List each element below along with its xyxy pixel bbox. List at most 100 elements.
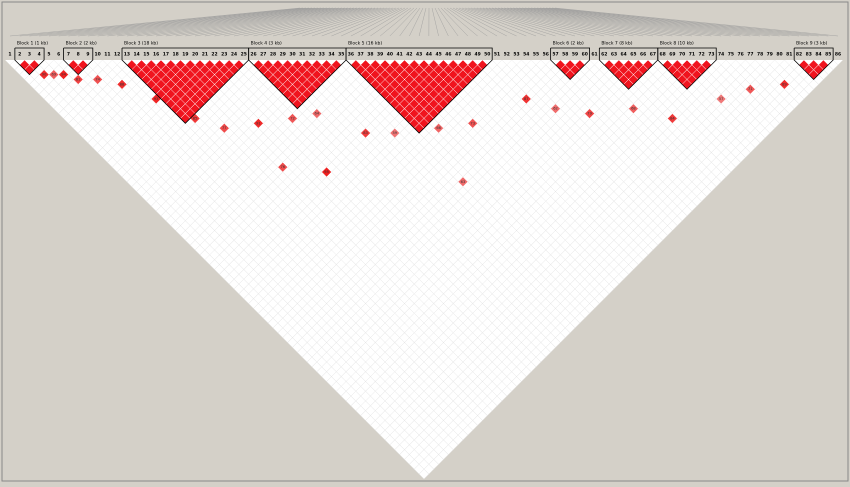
marker-number: 56	[543, 52, 549, 58]
marker-number: 50	[484, 52, 490, 58]
marker-number: 46	[445, 52, 451, 58]
ld-value: 93	[154, 97, 159, 101]
marker-number: 68	[660, 52, 666, 58]
marker-number: 18	[172, 52, 178, 58]
marker-number: 62	[601, 52, 607, 58]
marker-number: 29	[280, 52, 286, 58]
marker-number: 45	[435, 52, 441, 58]
marker-number: 83	[806, 52, 812, 58]
ld-value: 68	[631, 107, 636, 111]
marker-number: 75	[728, 52, 734, 58]
ld-value: 73	[470, 121, 475, 125]
marker-number: 38	[367, 52, 373, 58]
marker-number: 53	[513, 52, 519, 58]
marker-number: 42	[406, 52, 412, 58]
marker-number: 43	[416, 52, 422, 58]
marker-number: 8	[77, 52, 80, 58]
marker-number: 5	[47, 52, 50, 58]
ld-value: 57	[719, 97, 724, 101]
marker-number: 58	[562, 52, 568, 58]
marker-number: 47	[455, 52, 461, 58]
ld-value: 81	[76, 77, 81, 81]
marker-number: 74	[718, 52, 724, 58]
ld-value: 64	[315, 112, 320, 116]
marker-number: 30	[289, 52, 295, 58]
marker-number: 37	[358, 52, 364, 58]
block-label: Block 5 (16 kb)	[348, 41, 382, 47]
marker-number: 67	[650, 52, 656, 58]
ld-value: 71	[748, 87, 753, 91]
marker-number: 80	[776, 52, 782, 58]
marker-number: 76	[737, 52, 743, 58]
block-label: Block 7 (8 kb)	[601, 41, 632, 47]
marker-number: 81	[786, 52, 792, 58]
marker-number: 15	[143, 52, 149, 58]
marker-number: 69	[669, 52, 675, 58]
marker-number: 14	[134, 52, 140, 58]
marker-number: 17	[163, 52, 169, 58]
ld-value: 87	[524, 97, 529, 101]
marker-number: 4	[38, 52, 41, 58]
marker-number: 33	[319, 52, 325, 58]
marker-number: 60	[582, 52, 588, 58]
marker-number: 7	[67, 52, 70, 58]
marker-number: 72	[698, 52, 704, 58]
marker-number: 41	[397, 52, 403, 58]
block-label: Block 2 (2 kb)	[66, 41, 97, 47]
ld-value: 83	[363, 131, 368, 135]
block-label: Block 6 (2 kb)	[553, 41, 584, 47]
marker-number: 10	[95, 52, 101, 58]
marker-number: 11	[104, 52, 110, 58]
marker-number: 3	[28, 52, 31, 58]
marker-number: 22	[211, 52, 217, 58]
ld-value: 63	[461, 180, 466, 184]
ld-value: 94	[61, 73, 66, 77]
block-label: Block 1 (1 kb)	[17, 41, 48, 47]
ld-value: 91	[256, 121, 261, 125]
marker-number: 20	[192, 52, 198, 58]
marker-number: 65	[630, 52, 636, 58]
ld-value: 88	[120, 82, 125, 86]
marker-number: 24	[231, 52, 237, 58]
marker-number: 28	[270, 52, 276, 58]
marker-number: 66	[640, 52, 646, 58]
ld-value: 66	[436, 126, 441, 130]
block-label: Block 4 (3 kb)	[251, 41, 282, 47]
marker-number: 70	[679, 52, 685, 58]
marker-number: 19	[182, 52, 188, 58]
block-label: Block 8 (10 kb)	[660, 41, 694, 47]
marker-number: 54	[523, 52, 529, 58]
ld-value: 89	[782, 82, 787, 86]
marker-number: 35	[338, 52, 344, 58]
marker-number: 85	[825, 52, 831, 58]
block-label: Block 9 (3 kb)	[796, 41, 827, 47]
marker-number: 21	[202, 52, 208, 58]
marker-number: 34	[328, 52, 334, 58]
ld-value: 79	[587, 112, 592, 116]
ld-value: 72	[290, 116, 295, 120]
ld-value: 76	[280, 165, 285, 169]
marker-number: 73	[708, 52, 714, 58]
marker-number: 40	[387, 52, 393, 58]
marker-number: 49	[474, 52, 480, 58]
marker-number: 79	[767, 52, 773, 58]
ld-value: 95	[324, 170, 329, 174]
marker-number: 36	[348, 52, 354, 58]
ld-value: 74	[95, 77, 100, 81]
marker-number: 23	[221, 52, 227, 58]
marker-number: 86	[835, 52, 841, 58]
marker-number: 16	[153, 52, 159, 58]
marker-number: 26	[250, 52, 256, 58]
marker-number: 25	[241, 52, 247, 58]
marker-number: 2	[18, 52, 21, 58]
marker-number: 48	[465, 52, 471, 58]
marker-number: 77	[747, 52, 753, 58]
marker-number: 31	[299, 52, 305, 58]
marker-number: 51	[494, 52, 500, 58]
ld-value: 59	[392, 131, 397, 135]
marker-number: 71	[689, 52, 695, 58]
marker-number: 52	[504, 52, 510, 58]
marker-number: 61	[591, 52, 597, 58]
marker-number: 13	[124, 52, 130, 58]
